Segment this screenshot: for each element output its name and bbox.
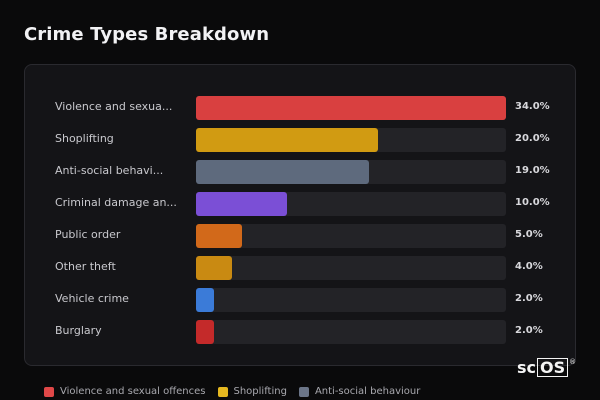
- bar-track: [196, 320, 506, 344]
- value-label: 34.0%: [515, 101, 550, 112]
- bar-row: Other theft 4.0%: [25, 256, 577, 280]
- legend-item[interactable]: Violence and sexual offences: [44, 386, 206, 397]
- bar[interactable]: [196, 128, 379, 152]
- legend-swatch: [298, 386, 309, 397]
- category-label: Vehicle crime: [55, 292, 129, 305]
- logo-text-sc: sc: [517, 358, 537, 377]
- category-label: Burglary: [55, 324, 102, 337]
- legend-swatch: [44, 386, 54, 397]
- category-label: Criminal damage an...: [55, 196, 177, 209]
- bar-row: Anti-social behavi... 19.0%: [25, 160, 577, 184]
- bar[interactable]: [196, 160, 370, 184]
- bar[interactable]: [196, 96, 506, 120]
- bar[interactable]: [196, 256, 233, 280]
- bar-track: [196, 224, 506, 248]
- value-label: 2.0%: [515, 293, 543, 304]
- value-label: 10.0%: [515, 197, 550, 208]
- legend-item[interactable]: Shoplifting: [217, 386, 287, 397]
- bar-row: Violence and sexua... 34.0%: [25, 96, 577, 120]
- bar[interactable]: [196, 224, 242, 248]
- category-label: Anti-social behavi...: [55, 164, 164, 177]
- bar-track: [196, 256, 506, 280]
- bar-track: [196, 160, 506, 184]
- bar[interactable]: [196, 288, 215, 312]
- bar-row: Burglary 2.0%: [25, 320, 577, 344]
- category-label: Other theft: [55, 260, 116, 273]
- legend-label: Violence and sexual offences: [60, 386, 206, 397]
- category-label: Public order: [55, 228, 121, 241]
- category-label: Shoplifting: [55, 132, 114, 145]
- value-label: 20.0%: [515, 133, 550, 144]
- value-label: 19.0%: [515, 165, 550, 176]
- bar-track: [196, 288, 506, 312]
- bar-row: Criminal damage an... 10.0%: [25, 192, 577, 216]
- value-label: 5.0%: [515, 229, 543, 240]
- bar-row: Shoplifting 20.0%: [25, 128, 577, 152]
- category-label: Violence and sexua...: [55, 100, 173, 113]
- bar[interactable]: [196, 192, 288, 216]
- legend-swatch: [217, 386, 228, 397]
- value-label: 2.0%: [515, 325, 543, 336]
- bar-row: Public order 5.0%: [25, 224, 577, 248]
- legend-label: Anti-social behaviour: [314, 386, 421, 397]
- bar[interactable]: [196, 320, 215, 344]
- logo-text-os: OS: [537, 358, 569, 377]
- chart-legend: Violence and sexual offences Shoplifting A…: [44, 386, 420, 397]
- bar-track: [196, 192, 506, 216]
- chart-title: Crime Types Breakdown: [24, 24, 270, 45]
- logo-registered-mark: ®: [569, 358, 577, 366]
- chart-panel: Violence and sexua... 34.0% Shoplifting 20.…: [24, 64, 576, 366]
- bar-track: [196, 96, 506, 120]
- scos-logo: sc OS ®: [517, 358, 576, 377]
- value-label: 4.0%: [515, 261, 543, 272]
- bar-row: Vehicle crime 2.0%: [25, 288, 577, 312]
- bar-track: [196, 128, 506, 152]
- legend-label: Shoplifting: [233, 386, 287, 397]
- legend-item[interactable]: Anti-social behaviour: [298, 386, 421, 397]
